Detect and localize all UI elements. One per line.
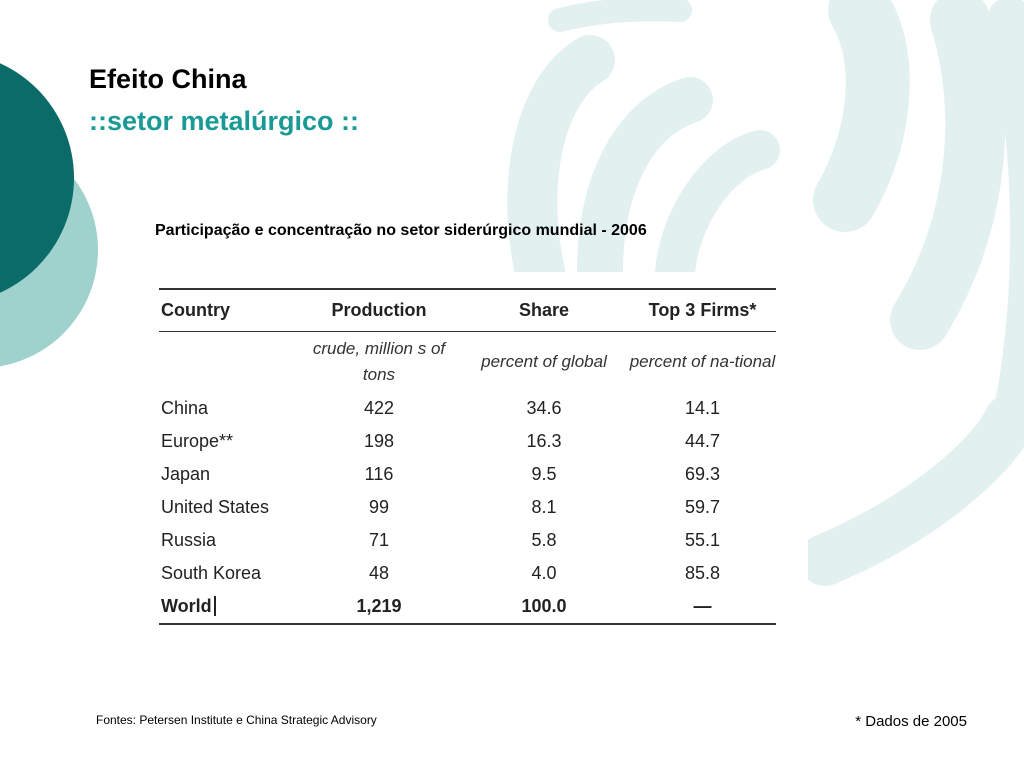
swirl-band [813, 0, 910, 232]
header-production: Production [299, 288, 459, 332]
total-production: 1,219 [299, 590, 459, 625]
sources-note: Fontes: Petersen Institute e China Strat… [96, 713, 377, 727]
table-row: Russia 71 5.8 55.1 [159, 524, 776, 557]
swirl-band [799, 394, 1024, 586]
footnote: * Dados de 2005 [855, 713, 967, 730]
cell-production: 48 [368, 563, 390, 583]
swirl-band [548, 0, 692, 32]
header-share: Share [459, 288, 629, 332]
cell-production: 71 [368, 530, 390, 550]
cell-production: 422 [363, 398, 395, 418]
total-top3-firms: — [629, 590, 776, 625]
dark-teal-circle [0, 63, 74, 293]
cell-top3-firms: 85.8 [684, 563, 721, 583]
table-row: South Korea 48 4.0 85.8 [159, 557, 776, 590]
cell-country: Russia [161, 530, 217, 550]
total-share: 100.0 [459, 590, 629, 625]
header-country: Country [159, 288, 299, 332]
cell-production: 198 [363, 431, 395, 451]
steel-production-table: Country Production Share Top 3 Firms* cr… [159, 288, 776, 625]
cell-top3-firms: 44.7 [684, 431, 721, 451]
cell-country: Japan [161, 464, 211, 484]
table-caption: Participação e concentração no setor sid… [155, 222, 647, 239]
cell-share: 16.3 [526, 431, 562, 451]
table-total-row: World 1,219 100.0 — [159, 590, 776, 625]
units-production: crude, million s of tons [312, 339, 446, 384]
slide-title: Efeito China [89, 64, 247, 94]
cell-top3-firms: 69.3 [684, 464, 721, 484]
table-row: Japan 116 9.5 69.3 [159, 458, 776, 491]
units-country [159, 332, 299, 393]
cell-country: China [161, 398, 209, 418]
table-panel: Country Production Share Top 3 Firms* cr… [142, 272, 808, 642]
cell-share: 34.6 [526, 398, 562, 418]
cell-country: South Korea [161, 563, 262, 583]
total-country: World [161, 596, 216, 616]
table-row: United States 99 8.1 59.7 [159, 491, 776, 524]
cell-top3-firms: 55.1 [684, 530, 721, 550]
header-top3-firms: Top 3 Firms* [629, 288, 776, 332]
swirl-band [890, 0, 1006, 350]
total-country-cell: World [159, 590, 299, 625]
units-share: percent of global [481, 352, 607, 371]
cell-top3-firms: 59.7 [684, 497, 721, 517]
cell-share: 4.0 [531, 563, 557, 583]
cell-country: United States [161, 497, 270, 517]
cell-production: 116 [364, 464, 394, 484]
table-units-row: crude, million s of tons percent of glob… [159, 332, 776, 393]
cell-production: 99 [368, 497, 390, 517]
slide-subtitle: ::setor metalúrgico :: [89, 106, 360, 136]
cell-share: 9.5 [531, 464, 557, 484]
swirl-band [507, 35, 615, 297]
units-top3-firms: percent of na-tional [629, 352, 776, 371]
table-row: Europe** 198 16.3 44.7 [159, 425, 776, 458]
table-row: China 422 34.6 14.1 [159, 392, 776, 425]
cell-share: 8.1 [531, 497, 557, 517]
swirl-band [655, 130, 780, 292]
swirl-band [987, 0, 1024, 443]
cell-top3-firms: 14.1 [684, 398, 721, 418]
table-header-row: Country Production Share Top 3 Firms* [159, 288, 776, 332]
cell-share: 5.8 [531, 530, 557, 550]
cell-country: Europe** [161, 431, 234, 451]
swirl-band [577, 77, 713, 295]
